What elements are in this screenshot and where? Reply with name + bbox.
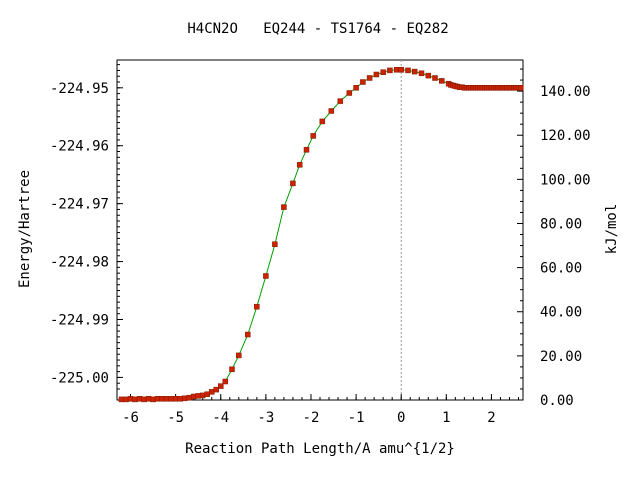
data-point-marker: [425, 72, 432, 79]
energy-point-markers: [118, 67, 524, 403]
y2-tick-label: 100.00: [540, 172, 591, 188]
x-tick-label: 2: [487, 410, 495, 426]
data-point-marker: [380, 69, 386, 75]
data-point-marker: [310, 133, 316, 139]
data-point-marker: [254, 303, 260, 310]
data-point-marker: [439, 78, 445, 84]
x-tick-label: 0: [397, 410, 405, 426]
y-tick-label: -224.96: [50, 139, 109, 155]
y-tick-label: -225.00: [50, 370, 109, 386]
data-point-marker: [303, 147, 310, 153]
data-point-marker: [218, 383, 224, 389]
data-point-marker: [337, 98, 344, 104]
y2-axis-label: kJ/mol: [604, 204, 620, 255]
y2-tick-label: 40.00: [540, 305, 582, 321]
x-tick-label: -4: [212, 410, 229, 426]
y2-tick-label: 140.00: [540, 84, 591, 100]
y2-tick-label: 0.00: [540, 393, 574, 409]
x-axis-label: Reaction Path Length/A amu^{1/2}: [185, 441, 455, 457]
y-tick-label: -224.97: [50, 197, 109, 213]
data-point-marker: [398, 67, 404, 73]
x-tick-label: -6: [122, 410, 139, 426]
data-point-marker: [222, 378, 229, 385]
x-tick-label: -3: [257, 410, 274, 426]
data-point-marker: [411, 68, 418, 75]
x-tick-label: -1: [348, 410, 365, 426]
data-point-marker: [328, 108, 335, 114]
data-point-marker: [432, 75, 438, 81]
x-tick-label: -5: [167, 410, 184, 426]
x-tick-label: 1: [442, 410, 450, 426]
data-point-marker: [360, 79, 366, 85]
y-tick-label: -224.98: [50, 255, 109, 271]
data-point-marker: [418, 70, 425, 77]
data-point-marker: [353, 85, 359, 91]
plot-frame: [116, 59, 524, 401]
data-point-marker: [245, 331, 251, 338]
y-tick-label: -224.95: [50, 81, 109, 97]
data-point-marker: [405, 67, 411, 74]
data-point-marker: [296, 162, 303, 168]
data-point-marker: [281, 204, 287, 210]
y2-axis-ticks: 140.00 120.00 100.00 80.00 60.00 40.00 20.00 0.…: [517, 68, 591, 409]
data-point-marker: [366, 75, 373, 81]
data-point-marker: [213, 386, 219, 393]
x-tick-label: -2: [303, 410, 320, 426]
y-tick-label: -224.99: [50, 312, 109, 328]
y2-tick-label: 80.00: [540, 216, 582, 232]
data-point-marker: [263, 273, 269, 279]
y2-tick-label: 20.00: [540, 349, 582, 365]
data-point-marker: [346, 90, 353, 96]
data-point-marker: [229, 366, 235, 373]
y-axis-ticks: -224.95 -224.96 -224.97 -224.98 -224.99 -225.…: [50, 64, 123, 390]
data-point-marker: [387, 67, 393, 74]
data-point-marker: [236, 352, 242, 359]
data-point-marker: [132, 396, 138, 403]
data-point-marker: [373, 71, 380, 78]
data-point-marker: [290, 180, 296, 187]
chart-title: H4CN2O EQ244 - TS1764 - EQ282: [187, 21, 448, 37]
y2-tick-label: 60.00: [540, 261, 582, 277]
data-point-marker: [319, 118, 326, 125]
data-point-marker: [517, 85, 524, 91]
y-axis-label: Energy/Hartree: [17, 170, 33, 288]
data-point-marker: [272, 241, 278, 247]
data-point-marker: [172, 396, 179, 402]
y2-tick-label: 120.00: [540, 128, 591, 144]
